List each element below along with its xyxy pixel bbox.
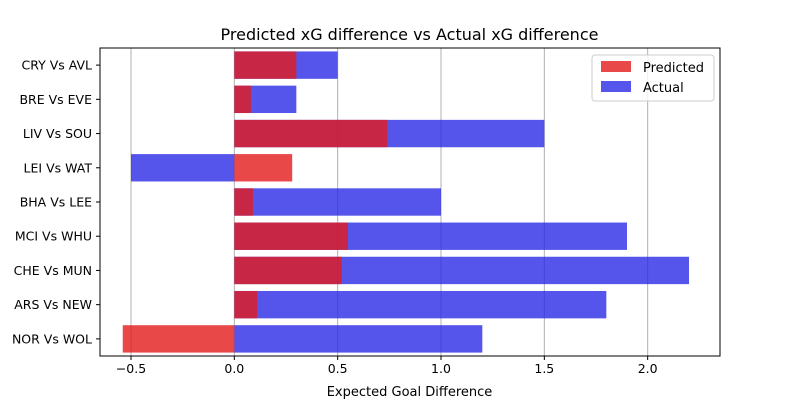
- legend: Predicted Actual: [591, 54, 715, 102]
- bar-predicted: [122, 325, 235, 353]
- y-axis: CRY Vs AVL BRE Vs EVE LIV Vs SOU LEI Vs WAT…: [12, 58, 100, 346]
- legend-swatch-predicted: [601, 61, 631, 72]
- x-tick-label: 1.0: [431, 361, 451, 376]
- y-tick-label: BRE Vs EVE: [19, 92, 92, 107]
- bar-actual: [234, 188, 441, 216]
- x-axis: −0.5 0.0 0.5 1.0 1.5 2.0: [116, 356, 658, 376]
- legend-label-actual: Actual: [643, 81, 684, 96]
- y-tick-label: NOR Vs WOL: [12, 331, 92, 346]
- bar-actual: [234, 290, 607, 319]
- x-tick-label: −0.5: [116, 361, 146, 376]
- x-tick-label: 1.5: [534, 361, 554, 376]
- y-tick-label: CHE Vs MUN: [14, 263, 92, 278]
- x-tick-label: 0.5: [328, 361, 348, 376]
- y-tick-label: BHA Vs LEE: [20, 195, 92, 210]
- y-tick-label: LIV Vs SOU: [23, 126, 92, 141]
- x-tick-label: 0.0: [224, 361, 244, 376]
- bar-predicted: [234, 51, 297, 79]
- bars: [122, 51, 690, 353]
- legend-swatch-actual: [601, 81, 631, 92]
- bar-predicted: [234, 256, 342, 285]
- bar-predicted: [234, 119, 388, 148]
- y-tick-label: LEI Vs WAT: [24, 160, 93, 175]
- x-axis-label: Expected Goal Difference: [327, 385, 493, 400]
- y-tick-label: CRY Vs AVL: [21, 58, 92, 73]
- y-tick-label: ARS Vs NEW: [14, 297, 92, 312]
- bar-predicted: [234, 154, 293, 182]
- y-tick-label: MCI Vs WHU: [15, 229, 92, 244]
- bar-predicted: [234, 222, 348, 250]
- bar-predicted: [234, 290, 258, 319]
- bar-actual: [131, 154, 235, 182]
- x-tick-label: 2.0: [638, 361, 658, 376]
- bar-actual: [234, 325, 483, 353]
- legend-label-predicted: Predicted: [643, 61, 704, 76]
- bar-predicted: [234, 85, 251, 114]
- bar-predicted: [234, 188, 253, 216]
- chart-title: Predicted xG difference vs Actual xG dif…: [221, 25, 599, 44]
